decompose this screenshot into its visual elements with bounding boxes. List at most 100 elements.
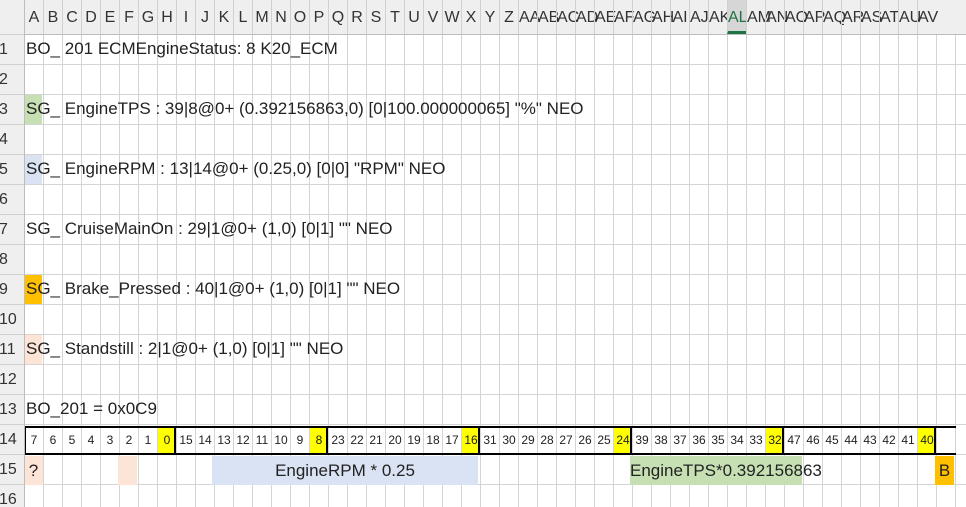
row-header-11[interactable]: 11 [0,334,24,364]
select-all-corner[interactable] [0,0,25,34]
row-header-16[interactable]: 16 [0,484,24,507]
bit-cell[interactable]: 2 [125,433,133,447]
row-header-10[interactable]: 10 [0,304,24,334]
bit-cell[interactable]: 27 [559,433,573,447]
column-header-i[interactable]: I [176,0,195,34]
column-header-ak[interactable]: AK [708,0,730,34]
row-header-2[interactable]: 2 [0,64,24,94]
column-header-ac[interactable]: AC [556,0,579,34]
bit-cell[interactable]: 31 [483,433,497,447]
cell-a11[interactable]: SG_ Standstill : 2|1@0+ (1,0) [0|1] "" N… [26,339,344,358]
column-header-h[interactable]: H [157,0,176,34]
bit-cell[interactable]: 14 [198,433,212,447]
cell-a3[interactable]: SG_ EngineTPS : 39|8@0+ (0.392156863,0) … [26,99,584,118]
brake-pressed-cell[interactable]: B [935,456,954,485]
bit-cell[interactable]: 21 [369,433,383,447]
bit-cell[interactable]: 16 [462,428,480,453]
column-header-ah[interactable]: AH [651,0,674,34]
bit-cell[interactable]: 28 [540,433,554,447]
column-header-r[interactable]: R [347,0,366,34]
bit-cell[interactable]: 40 [918,428,936,453]
bit-cell[interactable]: 12 [236,433,250,447]
column-header-b[interactable]: B [43,0,62,34]
bit-cell[interactable]: 11 [255,433,269,447]
cell-a5[interactable]: SG_ EngineRPM : 13|14@0+ (0.25,0) [0|0] … [26,159,446,178]
column-header-f[interactable]: F [119,0,138,34]
column-header-aq[interactable]: AQ [822,0,846,34]
row-header-7[interactable]: 7 [0,214,24,244]
bit-cell[interactable]: 23 [331,433,345,447]
column-header-x[interactable]: X [461,0,480,34]
bit-cell[interactable]: 3 [106,433,114,447]
bit-cell[interactable]: 5 [68,433,76,447]
column-header-m[interactable]: M [252,0,271,34]
bit-cell[interactable]: 45 [825,433,839,447]
bit-cell[interactable]: 43 [863,433,877,447]
bit-cell[interactable]: 18 [426,433,440,447]
bit-cell[interactable]: 24 [614,428,632,453]
row-header-1[interactable]: 1 [0,34,24,64]
bit-cell[interactable]: 20 [388,433,402,447]
column-header-p[interactable]: P [309,0,328,34]
column-header-c[interactable]: C [62,0,81,34]
row-header-14[interactable]: 14 [0,424,24,454]
column-header-an[interactable]: AN [765,0,788,34]
bit-cell[interactable]: 15 [179,433,193,447]
bit-cell[interactable]: 22 [350,433,364,447]
bit-cell[interactable]: 46 [806,433,820,447]
bit-cell[interactable]: 34 [730,433,744,447]
bit-cell[interactable]: 6 [49,433,57,447]
column-header-av[interactable]: AV [917,0,938,34]
cell-a9[interactable]: SG_ Brake_Pressed : 40|1@0+ (1,0) [0|1] … [26,279,401,298]
column-header-aa[interactable]: AA [518,0,540,34]
cell-a7[interactable]: SG_ CruiseMainOn : 29|1@0+ (1,0) [0|1] "… [26,219,393,238]
column-header-u[interactable]: U [404,0,423,34]
column-header-au[interactable]: AU [898,0,921,34]
bit-cell[interactable]: 47 [787,433,801,447]
column-header-a[interactable]: A [24,0,43,34]
column-header-af[interactable]: AF [613,0,634,34]
column-header-as[interactable]: AS [860,0,882,34]
row-header-4[interactable]: 4 [0,124,24,154]
bit-cell[interactable]: 8 [310,428,328,453]
column-header-ab[interactable]: AB [537,0,559,34]
column-header-ao[interactable]: AO [784,0,808,34]
bit-cell[interactable]: 35 [711,433,725,447]
standstill-bit-cell[interactable] [118,456,137,485]
bit-cell[interactable]: 37 [673,433,687,447]
bit-cell[interactable]: 26 [578,433,592,447]
bit-cell[interactable]: 13 [217,433,231,447]
row-header-9[interactable]: 9 [0,274,24,304]
column-header-ar[interactable]: AR [841,0,864,34]
bit-cell[interactable]: 25 [597,433,611,447]
bit-cell[interactable]: 0 [158,428,176,453]
row-header-3[interactable]: 3 [0,94,24,124]
column-header-at[interactable]: AT [879,0,899,34]
column-header-z[interactable]: Z [499,0,518,34]
cell-a1[interactable]: BO_ 201 ECMEngineStatus: 8 K20_ECM [26,39,338,58]
bit-cell[interactable]: 9 [296,433,304,447]
bit-cell[interactable]: 39 [635,433,649,447]
bit-cell[interactable]: 29 [521,433,535,447]
row-header-5[interactable]: 5 [0,154,24,184]
column-header-l[interactable]: L [233,0,252,34]
column-header-ap[interactable]: AP [803,0,825,34]
column-header-y[interactable]: Y [480,0,499,34]
bit-cell[interactable]: 10 [274,433,288,447]
unknown-signal-cell[interactable]: ? [24,456,43,485]
row-header-12[interactable]: 12 [0,364,24,394]
bit-cell[interactable]: 4 [87,433,95,447]
column-header-j[interactable]: J [195,0,214,34]
bit-cell[interactable]: 38 [654,433,668,447]
column-header-q[interactable]: Q [328,0,347,34]
column-header-d[interactable]: D [81,0,100,34]
bit-cell[interactable]: 44 [844,433,858,447]
column-header-n[interactable]: N [271,0,290,34]
column-header-ai[interactable]: AI [670,0,689,34]
bit-cell[interactable]: 33 [749,433,763,447]
bit-cell[interactable]: 32 [766,428,784,453]
bit-cell[interactable]: 30 [502,433,516,447]
row-header-6[interactable]: 6 [0,184,24,214]
row-header-8[interactable]: 8 [0,244,24,274]
